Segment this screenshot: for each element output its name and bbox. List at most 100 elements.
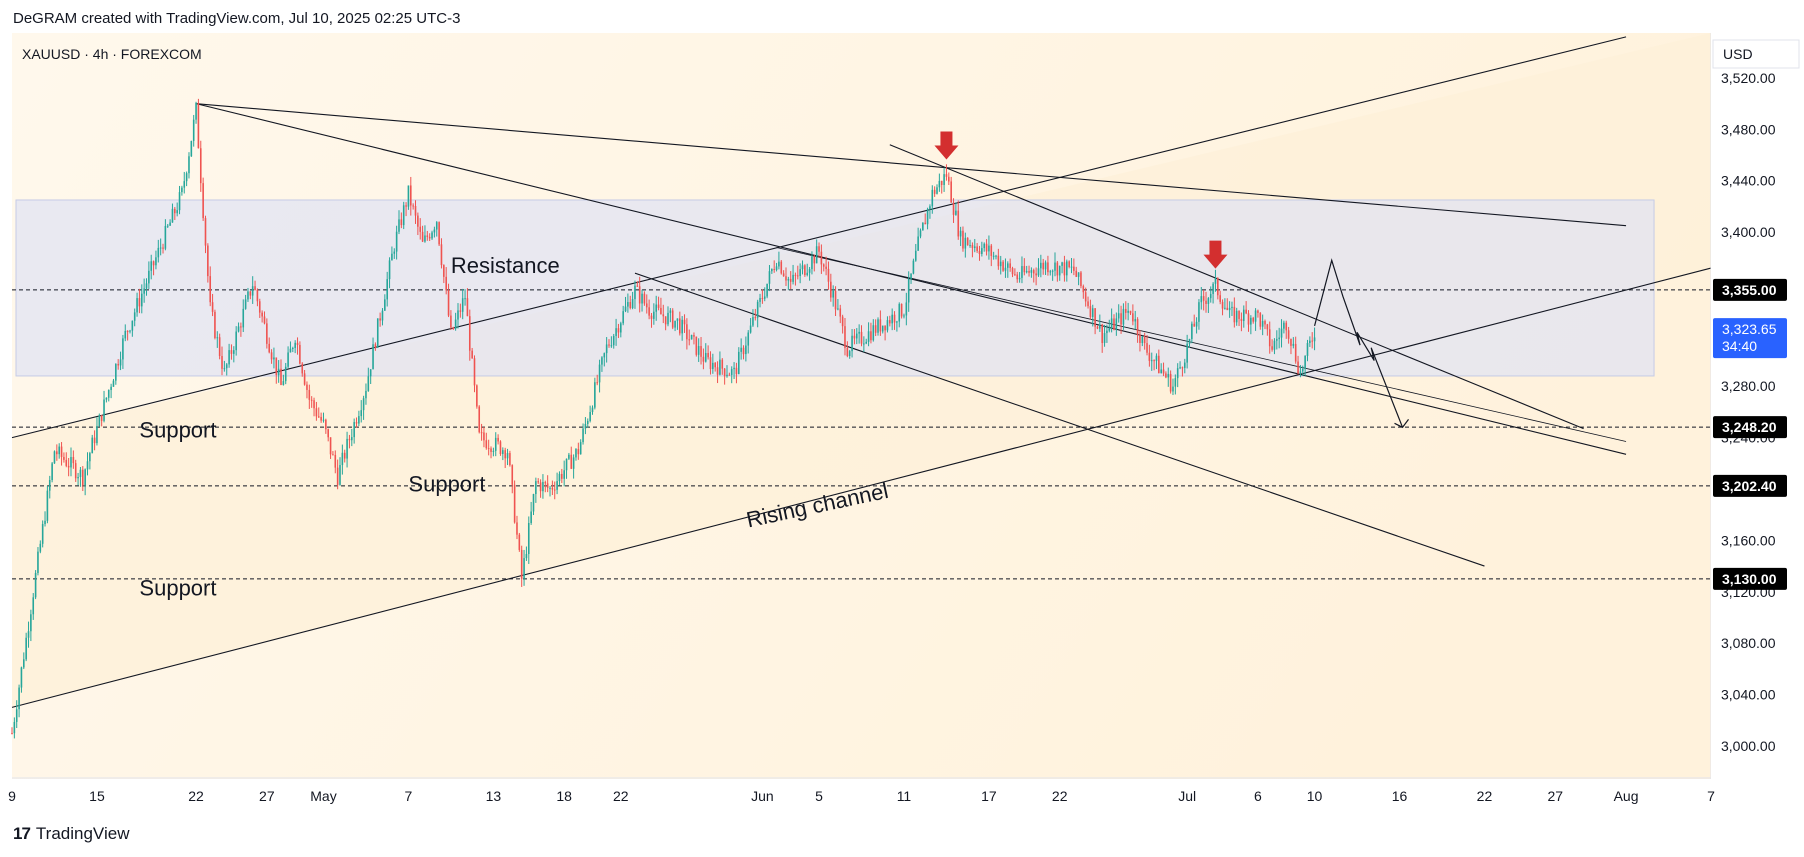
- currency-box[interactable]: [1712, 39, 1800, 69]
- candle-body: [962, 230, 964, 249]
- candle-body: [1266, 324, 1269, 330]
- price-level-tag-label: 3,130.00: [1722, 571, 1777, 587]
- candle-body: [478, 406, 481, 433]
- footer-brand[interactable]: 17 TradingView: [13, 824, 129, 844]
- candle-body: [766, 283, 768, 297]
- candle-body: [497, 437, 499, 442]
- candle-body: [820, 251, 823, 265]
- candle-body: [681, 319, 683, 334]
- candle-body: [417, 215, 419, 227]
- candle-body: [702, 356, 705, 362]
- candle-body: [152, 261, 155, 266]
- candle-body: [270, 352, 273, 360]
- candle-body: [221, 356, 223, 369]
- x-tick-label: 13: [486, 788, 502, 804]
- candle-body: [1124, 308, 1127, 313]
- candle-body: [704, 352, 707, 362]
- candle-body: [563, 470, 565, 479]
- candle-body: [233, 350, 235, 354]
- candle-body: [176, 210, 178, 214]
- candle-body: [940, 180, 943, 185]
- price-level-tag-label: 3,248.20: [1722, 419, 1777, 435]
- candle-body: [504, 450, 506, 459]
- candle-body: [1058, 265, 1061, 276]
- candle-body: [129, 330, 131, 332]
- candle-body: [1179, 367, 1181, 369]
- candle-body: [879, 319, 882, 332]
- candle-body: [1011, 268, 1014, 275]
- candle-body: [884, 325, 886, 331]
- candle-body: [292, 347, 294, 349]
- current-price-tag: [1713, 318, 1787, 359]
- candle-body: [1063, 262, 1066, 276]
- candle-body: [18, 687, 20, 710]
- candle-body: [438, 222, 440, 245]
- down-arrow-icon: [934, 131, 959, 160]
- candle-body: [1049, 271, 1052, 273]
- candle-body: [858, 331, 860, 334]
- candle-body: [351, 437, 353, 441]
- candle-body: [372, 344, 374, 370]
- candle-body: [322, 419, 325, 421]
- candle-body: [289, 348, 292, 353]
- candle-body: [1023, 266, 1026, 273]
- candle-body: [1252, 317, 1255, 322]
- candle-body: [631, 299, 634, 309]
- candle-body: [1070, 266, 1073, 268]
- annotation-label: Resistance: [451, 253, 560, 278]
- candle-body: [218, 337, 221, 357]
- candle-body: [707, 352, 709, 358]
- candle-body: [579, 442, 582, 455]
- candle-body: [339, 465, 341, 485]
- x-tick-label: 17: [981, 788, 997, 804]
- candle-body: [242, 308, 245, 328]
- candle-body: [948, 176, 950, 182]
- candle-body: [709, 357, 712, 370]
- candle-body: [464, 298, 466, 300]
- candle-body: [1056, 262, 1059, 276]
- candle-body: [313, 400, 315, 409]
- resistance-zone: [15, 199, 1655, 377]
- candle-body: [287, 352, 289, 367]
- x-tick-label: Aug: [1614, 788, 1639, 804]
- candle-body: [98, 415, 101, 427]
- candle-body: [1219, 295, 1221, 302]
- candle-body: [483, 432, 485, 441]
- y-tick-label: 3,040.00: [1721, 687, 1776, 703]
- candle-body: [981, 248, 983, 254]
- candle-body: [315, 408, 318, 417]
- candle-body: [1129, 310, 1132, 314]
- candle-body: [782, 273, 785, 277]
- candle-body: [867, 331, 870, 342]
- forecast-path: [1313, 258, 1409, 429]
- candle-body: [943, 174, 945, 185]
- candle-body: [662, 314, 665, 317]
- candle-body: [405, 205, 407, 207]
- candle-body: [93, 437, 96, 444]
- candle-body: [907, 278, 910, 303]
- candle-body: [931, 189, 934, 207]
- candle-body: [1103, 333, 1106, 344]
- candle-body: [44, 520, 46, 525]
- forecast-zigzag: [1313, 258, 1404, 428]
- candle-body: [789, 278, 792, 282]
- candle-body: [1226, 307, 1229, 311]
- candle-body: [591, 407, 594, 413]
- candle-body: [671, 310, 674, 328]
- candle-body: [938, 180, 941, 188]
- footer-brand-label: TradingView: [35, 824, 130, 843]
- candle-body: [1174, 378, 1177, 387]
- candle-body: [1047, 262, 1049, 273]
- candle-body: [749, 325, 752, 333]
- candle-body: [641, 293, 643, 304]
- candle-body: [473, 358, 476, 386]
- candle-body: [1018, 277, 1021, 280]
- candle-body: [1025, 270, 1028, 273]
- x-tick-label: 18: [556, 788, 572, 804]
- candle-body: [150, 261, 153, 271]
- candle-body: [1233, 306, 1236, 323]
- candle-body: [261, 312, 263, 317]
- x-axis[interactable]: 9 15 22 27 May 7 13 18 22 Jun 5 11 17 22 Jul 6 10 16 22 27 A…: [8, 788, 1715, 804]
- candle-body: [787, 278, 790, 281]
